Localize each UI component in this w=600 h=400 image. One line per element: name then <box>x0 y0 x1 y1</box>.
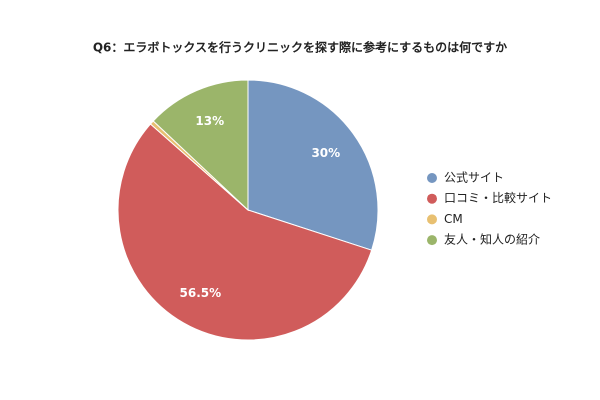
legend-swatch <box>427 235 437 246</box>
pie-slice <box>247 79 379 251</box>
pie-slice <box>117 123 373 341</box>
pie-slice <box>152 79 249 212</box>
chart-title: Q6：エラボトックスを行うクリニックを探す際に参考にするものは何ですか <box>93 40 507 55</box>
legend-swatch <box>427 214 437 225</box>
legend-label: 友人・知人の紹介 <box>444 233 540 247</box>
legend-swatch <box>427 173 437 183</box>
legend-swatch <box>427 193 437 204</box>
data-label: 30% <box>311 146 340 160</box>
legend-label: 公式サイト <box>444 171 504 185</box>
data-label: 56.5% <box>180 286 222 300</box>
legend-label: CM <box>444 212 463 226</box>
data-label: 13% <box>195 114 224 128</box>
legend-label: 口コミ・比較サイト <box>444 190 552 205</box>
